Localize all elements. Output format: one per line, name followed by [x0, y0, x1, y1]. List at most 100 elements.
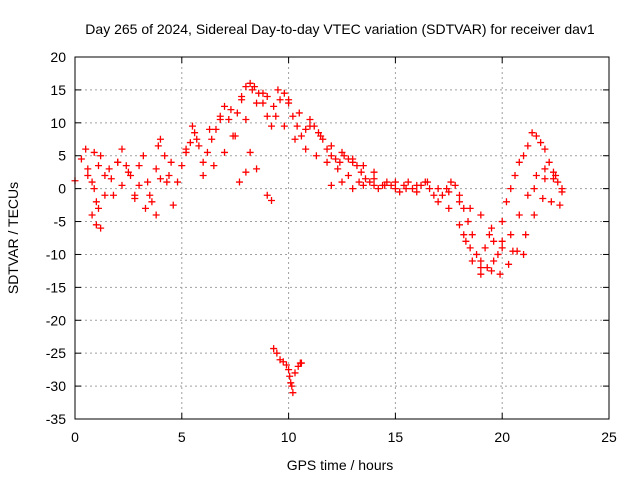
data-point [268, 196, 276, 204]
data-point [370, 175, 378, 183]
data-point [288, 382, 296, 390]
data-point [146, 191, 154, 199]
data-point [541, 165, 549, 173]
data-point [122, 162, 130, 170]
data-point [178, 162, 186, 170]
data-point [558, 188, 566, 196]
chart-title: Day 265 of 2024, Sidereal Day-to-day VTE… [85, 21, 595, 37]
data-point [451, 181, 459, 189]
data-point [306, 122, 314, 130]
data-point [156, 135, 164, 143]
data-point [381, 181, 389, 189]
data-point [208, 135, 216, 143]
y-tick-label: -35 [46, 411, 66, 427]
data-point [502, 198, 510, 206]
data-series [71, 79, 566, 397]
data-point [344, 171, 352, 179]
y-tick-label: -10 [46, 246, 66, 262]
y-tick-label: -20 [46, 312, 66, 328]
data-point [370, 181, 378, 189]
data-point [286, 372, 294, 380]
x-tick-label: 15 [388, 429, 404, 445]
data-point [520, 250, 528, 258]
data-point [530, 185, 538, 193]
data-point [334, 165, 342, 173]
data-point [118, 181, 126, 189]
data-point [246, 148, 254, 156]
data-point [88, 178, 96, 186]
data-point [186, 139, 194, 147]
data-point [161, 152, 169, 160]
data-point [455, 221, 463, 229]
data-point [370, 168, 378, 176]
data-point [532, 171, 540, 179]
data-point [332, 155, 340, 163]
data-point [402, 185, 410, 193]
data-point [263, 112, 271, 120]
data-point [285, 96, 293, 104]
data-point [293, 122, 301, 130]
data-point [156, 175, 164, 183]
data-point [212, 125, 220, 133]
data-point [490, 257, 498, 265]
data-point [545, 158, 553, 166]
data-point [391, 178, 399, 186]
data-point [366, 178, 374, 186]
data-point [199, 158, 207, 166]
data-point [323, 158, 331, 166]
data-point [195, 142, 203, 150]
data-point [473, 250, 481, 258]
grid [75, 57, 609, 419]
data-point [455, 198, 463, 206]
data-point [522, 231, 530, 239]
data-point [466, 244, 474, 252]
data-point [216, 116, 224, 124]
data-point [90, 185, 98, 193]
data-point [554, 178, 562, 186]
data-point [423, 178, 431, 186]
data-point [513, 247, 521, 255]
data-point [327, 152, 335, 160]
data-point [285, 366, 293, 374]
data-point [259, 89, 267, 97]
data-point [387, 181, 395, 189]
data-point [541, 175, 549, 183]
data-point [498, 244, 506, 252]
x-tick-label: 5 [178, 429, 186, 445]
data-point [361, 175, 369, 183]
data-point [77, 155, 85, 163]
data-point [468, 257, 476, 265]
data-point [312, 152, 320, 160]
data-point [154, 142, 162, 150]
data-point [481, 244, 489, 252]
data-point [289, 389, 297, 397]
data-point [94, 162, 102, 170]
data-point [498, 218, 506, 226]
data-point [268, 122, 276, 130]
data-point [188, 122, 196, 130]
data-point [242, 168, 250, 176]
data-point [193, 135, 201, 143]
data-point [287, 379, 295, 387]
data-point [434, 185, 442, 193]
y-tick-label: 10 [50, 115, 66, 131]
data-point [221, 148, 229, 156]
data-point [507, 185, 515, 193]
data-point [84, 165, 92, 173]
data-point [272, 112, 280, 120]
data-point [191, 129, 199, 137]
data-point [468, 231, 476, 239]
data-point [139, 152, 147, 160]
data-point [206, 125, 214, 133]
x-tick-label: 20 [494, 429, 510, 445]
data-point [447, 178, 455, 186]
data-point [248, 86, 256, 94]
data-point [306, 116, 314, 124]
data-point [485, 231, 493, 239]
data-point [496, 270, 504, 278]
data-point [515, 211, 523, 219]
data-point [263, 191, 271, 199]
data-point [280, 89, 288, 97]
data-point [477, 257, 485, 265]
data-point [413, 181, 421, 189]
